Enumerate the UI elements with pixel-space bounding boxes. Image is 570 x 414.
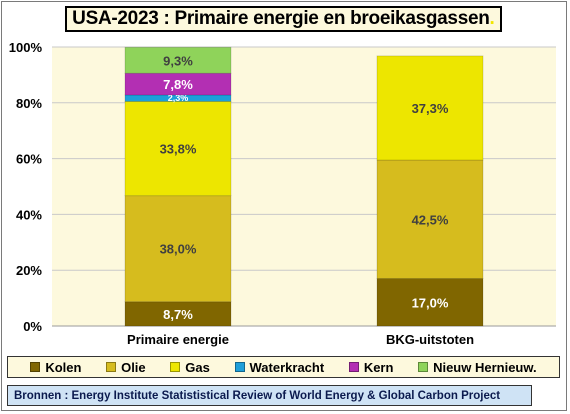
data-label: 42,5% [412, 212, 449, 227]
legend-item: Nieuw Hernieuw. [418, 360, 537, 375]
legend-label: Kolen [45, 359, 82, 375]
data-label: 7,8% [163, 77, 193, 92]
bar-segment-gas [124, 101, 232, 197]
data-label: 2,3% [168, 93, 189, 103]
data-label: 9,3% [163, 53, 193, 68]
bar-segment-gas [376, 55, 484, 161]
legend-label: Kern [363, 359, 394, 375]
y-tick-label: 80% [16, 96, 42, 111]
legend-label: Olie [121, 359, 146, 375]
legend-item: Kolen [30, 360, 81, 375]
bar-segment-olie [376, 159, 484, 279]
x-category-label: BKG-uitstoten [386, 332, 474, 347]
legend-swatch [170, 362, 181, 372]
y-tick-label: 40% [16, 207, 42, 222]
legend-item: Waterkracht [234, 359, 325, 375]
y-tick-label: 60% [16, 152, 42, 167]
legend-swatch [30, 362, 41, 372]
bar-segment-kolen [124, 301, 232, 327]
y-tick-label: 100% [9, 40, 43, 55]
legend-swatch [418, 362, 429, 372]
legend-swatch [234, 362, 245, 372]
legend-swatch [106, 362, 117, 372]
y-tick-label: 20% [16, 263, 42, 278]
title-trailing-mark: . [489, 8, 495, 29]
source-text: Bronnen : Energy Institute Statististica… [14, 389, 501, 402]
legend-label: Gas [185, 359, 210, 375]
legend-label: Nieuw Hernieuw. [433, 359, 537, 375]
data-label: 33,8% [160, 142, 197, 157]
bar-segment-nieuw-hernieuw- [124, 46, 232, 74]
y-tick-label: 0% [23, 319, 42, 334]
chart-title: USA-2023 : Primaire energie en broeikasg… [72, 8, 490, 29]
data-label: 8,7% [163, 307, 193, 322]
source-box: Bronnen : Energy Institute Statististica… [7, 385, 532, 406]
data-label: 38,0% [160, 242, 197, 257]
bar-segment-olie [124, 195, 232, 303]
legend-label: Waterkracht [249, 359, 325, 375]
legend-item: Olie [106, 360, 146, 375]
legend-swatch [348, 362, 359, 372]
x-category-label: Primaire energie [127, 332, 229, 347]
data-label: 17,0% [412, 295, 449, 310]
legend-item: Gas [170, 360, 210, 375]
title-box: USA-2023 : Primaire energie en broeikasg… [65, 6, 502, 32]
legend: Kolen Olie Gas Waterkracht Kern Nieuw Hernieu… [7, 356, 560, 378]
legend-item: Kern [348, 359, 394, 375]
data-label: 37,3% [412, 101, 449, 116]
